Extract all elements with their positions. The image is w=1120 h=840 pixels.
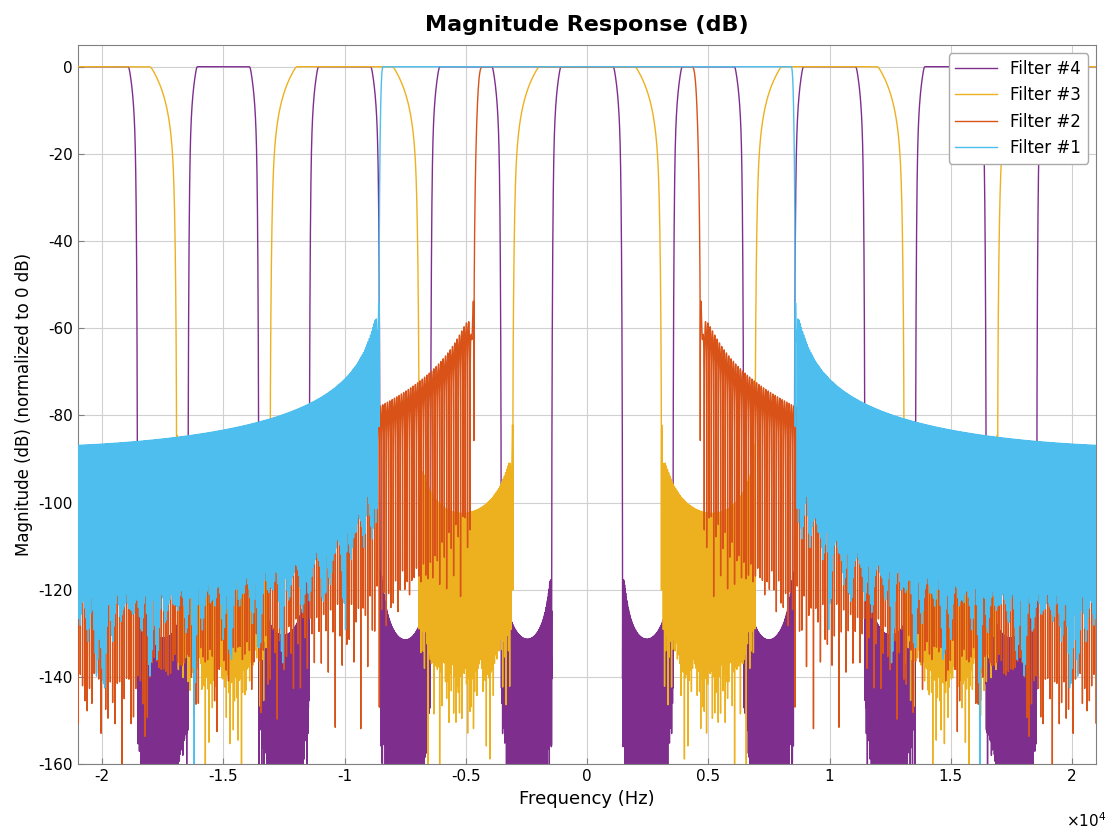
X-axis label: Frequency (Hz): Frequency (Hz) [520,790,655,808]
Filter #3 [827,61,840,71]
Legend: Filter #4, Filter #3, Filter #2, Filter #1: Filter #4, Filter #3, Filter #2, Filter … [949,53,1088,164]
Filter #3 [149,70,162,80]
Line: Filter #4: Filter #4 [78,66,1096,764]
Filter #1 [187,759,200,769]
Filter #1 [149,445,162,455]
Filter #2 [867,574,880,584]
Filter #3 [198,759,212,769]
Filter #3 [869,61,883,71]
Filter #2 [495,62,508,72]
Text: $\times10^4$: $\times10^4$ [1066,811,1107,830]
Line: Filter #3: Filter #3 [78,66,1096,764]
Filter #4 [867,617,880,627]
Filter #2 [149,473,162,483]
Filter #1 [1020,445,1034,455]
Filter #2 [719,365,732,375]
Filter #3 [1020,61,1034,71]
Filter #3 [1090,61,1103,71]
Filter #1 [867,416,880,426]
Filter #1 [72,535,85,545]
Filter #2 [115,759,129,769]
Filter #4 [719,61,732,71]
Filter #1 [1090,535,1103,545]
Filter #3 [72,61,85,71]
Filter #3 [495,514,508,524]
Filter #4 [149,711,162,721]
Filter #1 [495,61,508,71]
Filter #3 [867,61,880,71]
Filter #4 [1090,61,1103,71]
Title: Magnitude Response (dB): Magnitude Response (dB) [426,15,749,35]
Filter #3 [719,506,732,516]
Filter #1 [719,61,732,71]
Filter #4 [1020,701,1034,711]
Filter #2 [476,61,489,71]
Filter #4 [827,61,840,71]
Filter #4 [495,596,508,606]
Filter #1 [827,377,840,387]
Filter #4 [676,61,690,71]
Filter #2 [72,615,85,625]
Filter #2 [1020,615,1034,625]
Line: Filter #2: Filter #2 [78,66,1096,764]
Filter #4 [72,61,85,71]
Filter #2 [827,424,840,434]
Line: Filter #1: Filter #1 [78,66,1096,764]
Filter #4 [134,759,148,769]
Filter #2 [1090,615,1103,625]
Y-axis label: Magnitude (dB) (normalized to 0 dB): Magnitude (dB) (normalized to 0 dB) [15,253,32,556]
Filter #1 [376,61,390,71]
